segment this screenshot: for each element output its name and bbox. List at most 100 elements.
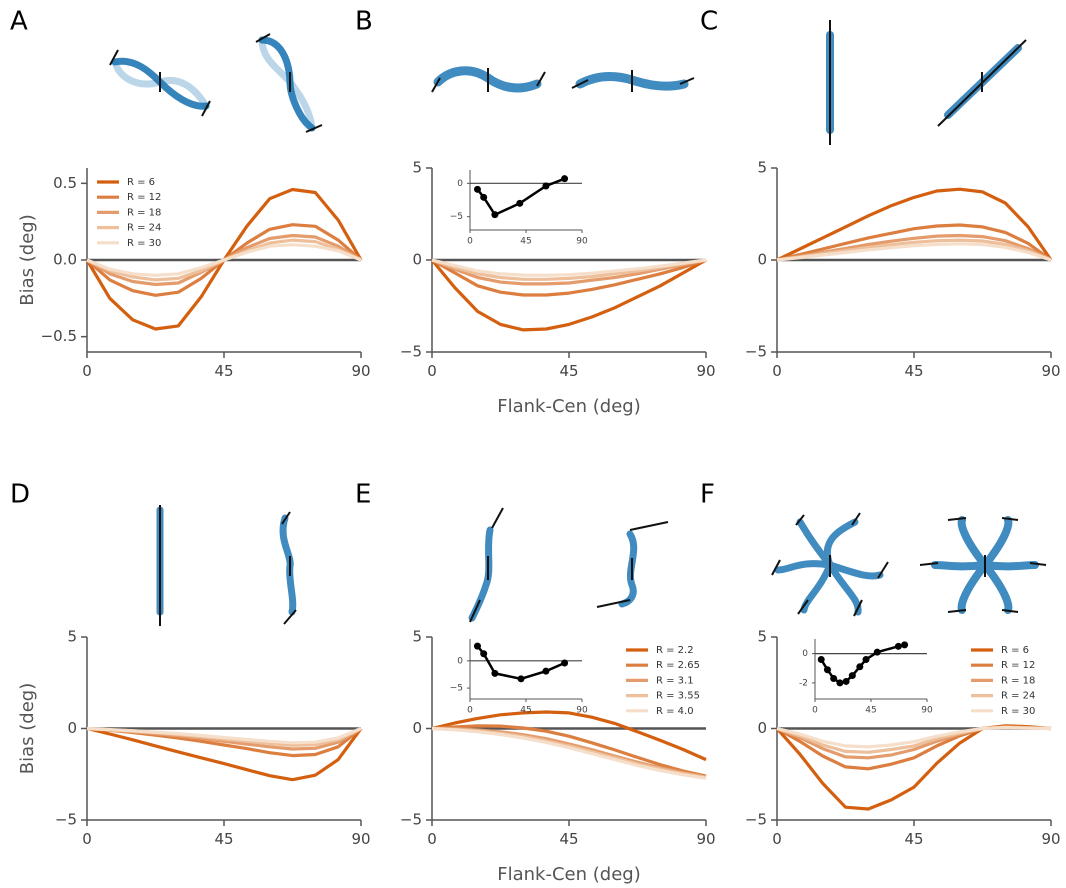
y-tick-label: 5 bbox=[412, 628, 422, 646]
stimulus-f bbox=[771, 512, 1047, 617]
inset-point bbox=[480, 650, 488, 658]
x-tick-label: 45 bbox=[214, 362, 233, 380]
y-tick-label: −5 bbox=[450, 212, 463, 222]
x-tick-label: 90 bbox=[351, 362, 370, 380]
stimulus-a bbox=[109, 33, 323, 133]
series-line bbox=[431, 258, 707, 277]
x-axis-label: Flank-Cen (deg) bbox=[497, 864, 640, 885]
y-tick-label: 0.5 bbox=[53, 174, 77, 192]
x-tick-label: 90 bbox=[921, 706, 933, 716]
x-tick-label: 45 bbox=[520, 237, 531, 247]
y-tick-label: −5 bbox=[400, 811, 422, 829]
x-tick-label: 45 bbox=[904, 362, 923, 380]
panel-label: B bbox=[355, 7, 373, 37]
panel-label: A bbox=[10, 7, 28, 37]
inset-point bbox=[480, 193, 488, 201]
x-tick-label: 0 bbox=[427, 830, 437, 848]
legend-label: R = 6 bbox=[127, 177, 155, 188]
y-tick-label: -2 bbox=[799, 678, 808, 688]
x-tick-label: 0 bbox=[467, 237, 473, 247]
inset-point bbox=[830, 675, 838, 683]
inset-line bbox=[476, 177, 566, 217]
x-tick-label: 0 bbox=[772, 830, 782, 848]
x-tick-label: 45 bbox=[559, 362, 578, 380]
inset-point bbox=[561, 659, 569, 667]
y-tick-label: −5 bbox=[745, 343, 767, 361]
legend-label: R = 12 bbox=[127, 192, 161, 203]
series-line bbox=[86, 726, 362, 745]
inset-point bbox=[473, 185, 481, 193]
illustrations bbox=[109, 20, 1047, 626]
y-tick-label: 0 bbox=[412, 251, 422, 269]
x-tick-label: 90 bbox=[696, 830, 715, 848]
y-tick-label: −5 bbox=[400, 343, 422, 361]
inset-point bbox=[517, 675, 525, 683]
legend-label: R = 24 bbox=[1001, 691, 1035, 702]
series-line bbox=[776, 726, 1052, 749]
y-tick-label: −0.5 bbox=[41, 327, 77, 345]
inset-point bbox=[856, 663, 864, 671]
inset-point bbox=[873, 648, 881, 656]
legend-label: R = 12 bbox=[1001, 660, 1035, 671]
x-tick-label: 90 bbox=[351, 830, 370, 848]
y-tick-label: 0 bbox=[457, 179, 463, 189]
series-line bbox=[86, 726, 363, 782]
x-tick-label: 45 bbox=[865, 706, 876, 716]
inset-point bbox=[491, 669, 499, 677]
y-tick-label: 5 bbox=[757, 628, 767, 646]
series-line bbox=[86, 243, 362, 277]
x-tick-label: 90 bbox=[576, 237, 588, 247]
legend-label: R = 4.0 bbox=[656, 706, 694, 717]
inset-point bbox=[516, 199, 524, 207]
inset-point bbox=[848, 672, 856, 680]
x-tick-label: 90 bbox=[1041, 362, 1060, 380]
x-tick-label: 90 bbox=[1041, 830, 1060, 848]
panel-label: E bbox=[355, 480, 371, 510]
series-line bbox=[431, 258, 707, 297]
legend-label: R = 2.65 bbox=[656, 660, 700, 671]
inset-line bbox=[476, 645, 566, 681]
y-tick-label: −5 bbox=[745, 811, 767, 829]
legend-label: R = 3.55 bbox=[656, 691, 700, 702]
inset-point bbox=[842, 677, 850, 685]
series-line bbox=[430, 258, 707, 332]
y-tick-label: 5 bbox=[412, 159, 422, 177]
x-tick-label: 0 bbox=[812, 706, 818, 716]
stimulus-d bbox=[156, 505, 297, 626]
x-tick-label: 0 bbox=[772, 362, 782, 380]
y-tick-label: −5 bbox=[55, 811, 77, 829]
series-line bbox=[431, 710, 707, 762]
series-line bbox=[431, 724, 707, 778]
inset-point bbox=[836, 679, 844, 687]
y-tick-label: 5 bbox=[67, 628, 77, 646]
x-axis-label: Flank-Cen (deg) bbox=[497, 396, 640, 417]
stimulus-b bbox=[431, 66, 695, 93]
inset-point bbox=[817, 655, 825, 663]
inset-point bbox=[862, 655, 870, 663]
inset-point bbox=[473, 642, 481, 650]
y-tick-label: 0 bbox=[757, 251, 767, 269]
x-tick-label: 45 bbox=[214, 830, 233, 848]
stimulus-c bbox=[826, 20, 1027, 145]
y-tick-label: 0 bbox=[757, 719, 767, 737]
inset-point bbox=[894, 642, 902, 650]
x-tick-label: 0 bbox=[467, 706, 473, 716]
series-line bbox=[776, 187, 1053, 262]
y-axis-label: Bias (deg) bbox=[17, 214, 38, 305]
inset-point bbox=[491, 211, 499, 219]
x-tick-label: 45 bbox=[520, 706, 531, 716]
y-tick-label: 0 bbox=[457, 656, 463, 666]
inset-point bbox=[823, 666, 831, 674]
y-tick-label: 0.0 bbox=[53, 251, 77, 269]
x-tick-label: 45 bbox=[904, 830, 923, 848]
panel-label: D bbox=[10, 480, 30, 510]
series-line bbox=[776, 223, 1052, 262]
legend-label: R = 30 bbox=[1001, 706, 1035, 717]
series-line bbox=[776, 242, 1052, 262]
legend-label: R = 24 bbox=[127, 223, 161, 234]
inset-point bbox=[901, 641, 909, 649]
legend-label: R = 3.1 bbox=[656, 675, 694, 686]
y-tick-label: 0 bbox=[412, 719, 422, 737]
